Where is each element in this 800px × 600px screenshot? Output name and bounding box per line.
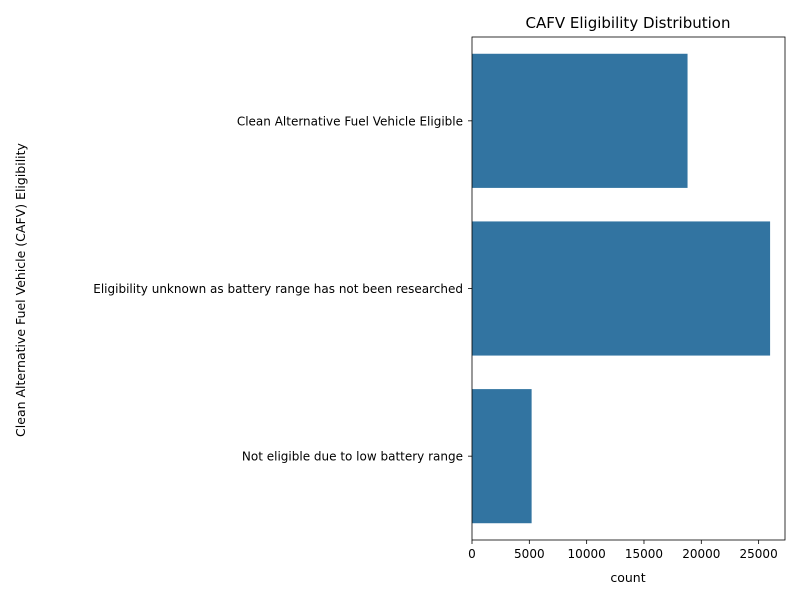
y-ticks-group: Clean Alternative Fuel Vehicle Eligible E…	[93, 114, 472, 464]
x-tick-label: 0	[468, 547, 476, 561]
y-axis-label: Clean Alternative Fuel Vehicle (CAFV) El…	[13, 142, 28, 436]
y-tick-label: Not eligible due to low battery range	[242, 450, 463, 464]
y-tick-label: Clean Alternative Fuel Vehicle Eligible	[237, 114, 463, 128]
bar-1	[472, 221, 771, 356]
x-axis-label: count	[610, 570, 645, 585]
plot-frame	[471, 36, 786, 541]
bar-2	[472, 389, 532, 524]
bar-0	[472, 53, 688, 188]
x-tick-label: 15000	[625, 547, 663, 561]
chart-title: CAFV Eligibility Distribution	[526, 14, 731, 32]
x-tick-label: 20000	[682, 547, 720, 561]
y-tick-label: Eligibility unknown as battery range has…	[93, 282, 463, 296]
x-ticks-group: 0 5000 10000 15000 20000 25000	[468, 540, 778, 561]
x-tick-label: 25000	[740, 547, 778, 561]
bars-group	[472, 53, 771, 524]
x-tick-label: 10000	[568, 547, 606, 561]
x-tick-label: 5000	[514, 547, 545, 561]
